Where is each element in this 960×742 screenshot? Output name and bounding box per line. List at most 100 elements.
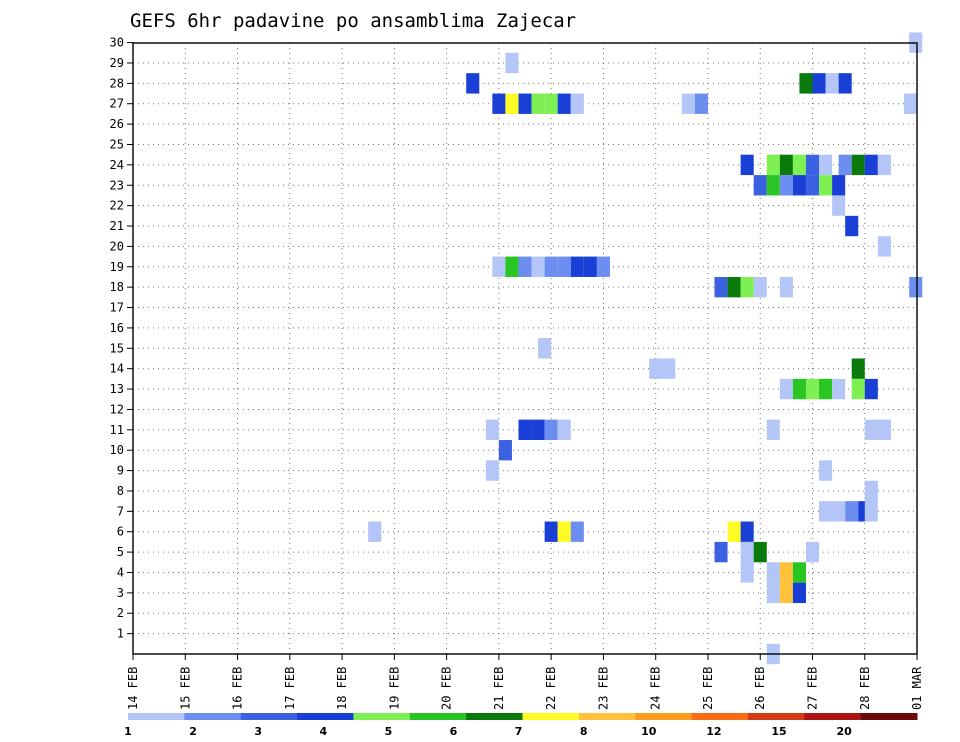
x-tick-label: 22 FEB [544, 667, 558, 710]
y-tick-label: 8 [117, 484, 124, 498]
y-tick-label: 23 [110, 178, 124, 192]
colorbar-label: 12 [706, 725, 721, 738]
heatmap-cell [740, 276, 754, 298]
colorbar-legend: 1 2 3 4 5 6 7 8 10 12 15 20 [124, 713, 918, 738]
x-tick-label: 18 FEB [335, 667, 349, 710]
heatmap-cell [805, 175, 820, 196]
heatmap-cell [538, 338, 552, 359]
heatmap-cell [662, 358, 676, 379]
colorbar-label: 4 [319, 725, 327, 738]
heatmap-cell [825, 73, 839, 94]
heatmap-cell [779, 582, 793, 604]
heatmap-cell [805, 541, 820, 563]
heatmap-cell [812, 73, 826, 94]
heatmap-cell [838, 73, 852, 94]
heatmap-cell [903, 93, 918, 114]
heatmap-cell [505, 256, 519, 277]
heatmap-cell [466, 73, 480, 94]
heatmap-cell [832, 501, 846, 522]
colorbar-segment [635, 713, 693, 720]
heatmap-cell [570, 521, 584, 542]
colorbar-segment [128, 713, 185, 720]
y-tick-label: 5 [117, 545, 124, 559]
y-tick-label: 29 [110, 56, 124, 70]
x-tick-label: 01 MAR [910, 666, 924, 710]
heatmap-cell [368, 521, 382, 542]
heatmap-cell [838, 154, 852, 176]
heatmap-cell [583, 256, 597, 277]
y-tick-label: 18 [110, 280, 124, 294]
heatmap-cell [518, 93, 532, 114]
colorbar-segment [240, 713, 298, 720]
heatmap-cell [832, 195, 846, 216]
y-tick-label: 28 [110, 76, 124, 90]
y-tick-label: 22 [110, 199, 124, 213]
heatmap-cell [766, 419, 780, 441]
y-tick-label: 19 [110, 260, 124, 274]
y-tick-label: 17 [110, 301, 124, 315]
heatmap-cell [570, 93, 584, 114]
heatmap-cell [531, 93, 545, 114]
colorbar-label: 3 [254, 725, 262, 738]
heatmap-cell [596, 256, 610, 277]
chart-title: GEFS 6hr padavine po ansamblima Zajecar [130, 10, 576, 32]
y-tick-label: 21 [110, 219, 124, 233]
y-tick-label: 13 [110, 382, 124, 396]
heatmap-cell [864, 419, 878, 441]
x-tick-label: 28 FEB [858, 667, 872, 710]
heatmap-cell [832, 378, 846, 400]
heatmap-cell [864, 154, 878, 176]
heatmap-cell [544, 93, 558, 114]
heatmap-cell [851, 358, 865, 379]
y-tick-label: 24 [110, 158, 124, 172]
heatmap-cell [714, 276, 728, 298]
colorbar-segment [522, 713, 580, 720]
heatmap-cell [766, 175, 780, 196]
heatmap-cell [864, 378, 878, 400]
heatmap-cell [766, 562, 780, 583]
heatmap-cell [792, 175, 806, 196]
heatmap-cell [740, 541, 754, 563]
heatmap-cell [531, 256, 545, 277]
x-tick-label: 24 FEB [649, 667, 663, 710]
colorbar-label: 1 [124, 725, 132, 738]
heatmap-cell [819, 154, 833, 176]
x-tick-label: 25 FEB [701, 667, 715, 710]
heatmap-cell [649, 358, 663, 379]
heatmap-cell [792, 378, 806, 400]
heatmap-cell [557, 256, 571, 277]
heatmap-cell [819, 175, 833, 196]
x-tick-label: 27 FEB [806, 667, 820, 710]
x-tick-label: 26 FEB [753, 667, 767, 710]
colorbar-label: 2 [189, 725, 197, 738]
heatmap-cell [557, 419, 571, 441]
x-tick-label: 17 FEB [283, 667, 297, 710]
colorbar-segment [860, 713, 918, 720]
heatmap-cell [851, 154, 865, 176]
y-tick-label: 3 [117, 586, 124, 600]
heatmap-cell [779, 175, 793, 196]
heatmap-cell [819, 378, 833, 400]
y-tick-label: 14 [110, 362, 124, 376]
colorbar-segment [466, 713, 523, 720]
heatmap-cell [518, 256, 532, 277]
heatmap-cell [505, 52, 519, 74]
colorbar-label: 5 [385, 725, 393, 738]
colorbar-segment [578, 713, 636, 720]
y-axis-ticks: 1234567891011121314151617181920212223242… [110, 36, 133, 641]
heatmap-cell [819, 501, 833, 522]
colorbar-segment [747, 713, 805, 720]
heatmap-cell [864, 480, 878, 502]
y-tick-label: 6 [117, 525, 124, 539]
heatmap-cell [492, 93, 506, 114]
x-tick-label: 20 FEB [440, 667, 454, 710]
heatmap-cell [779, 154, 793, 176]
heatmap-cell [766, 582, 780, 604]
heatmap-cell [779, 378, 793, 400]
heatmap-cells [368, 32, 923, 665]
y-tick-label: 30 [110, 36, 124, 50]
heatmap-cell [832, 175, 846, 196]
y-tick-label: 16 [110, 321, 124, 335]
heatmap-cell [544, 256, 558, 277]
